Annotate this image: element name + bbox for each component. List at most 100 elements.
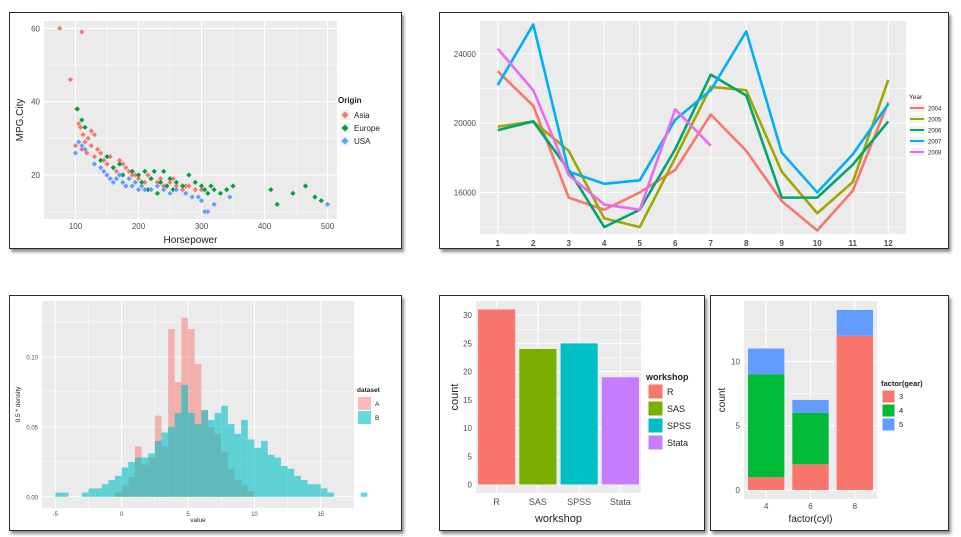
data-point-asia	[82, 139, 88, 145]
x-tick-label: 200	[132, 222, 146, 231]
legend-label: 2005	[928, 118, 942, 124]
hist-bar-B	[234, 433, 242, 497]
y-tick-label: 25	[463, 339, 472, 348]
y-tick-label: 0.05	[26, 425, 38, 431]
x-tick-label: 15	[317, 512, 324, 518]
hist-bar-B	[128, 461, 135, 497]
data-point-europe	[117, 161, 123, 167]
x-tick-label: 3	[567, 239, 572, 248]
data-point-europe	[192, 179, 198, 185]
y-tick-label: 30	[463, 311, 472, 320]
hist-bar-B	[181, 384, 189, 497]
data-point-asia	[135, 176, 142, 182]
data-point-usa	[211, 201, 217, 207]
hist-bar-B	[121, 467, 129, 497]
data-point-asia	[88, 128, 94, 134]
data-point-europe	[217, 190, 224, 196]
data-point-asia	[167, 179, 173, 185]
x-tick-label: 5	[186, 512, 190, 518]
data-point-asia	[113, 168, 120, 174]
data-point-europe	[186, 172, 192, 178]
y-tick-label: 20	[463, 368, 472, 377]
data-point-usa	[79, 143, 85, 149]
legend-swatch-r	[647, 383, 664, 400]
y-axis-title: count	[449, 384, 461, 411]
data-point-asia	[67, 77, 74, 83]
legend-label: 5	[899, 420, 903, 429]
data-point-asia	[173, 183, 179, 189]
data-point-usa	[148, 187, 154, 193]
hist-bar-B	[274, 457, 281, 497]
legend-swatch-spss	[647, 417, 664, 434]
stacked-bar-gear4	[747, 374, 785, 478]
line-card: 16000 20000 24000 1 2 3 4 5 6 7 8 9 10 11 12 Year 2004 20…	[439, 12, 949, 249]
x-axis-title: factor(cyl)	[789, 514, 833, 525]
data-point-europe	[104, 154, 110, 160]
data-point-europe	[142, 168, 148, 174]
y-tick-label: 0	[468, 481, 473, 490]
stacked-chart: 0 5 10 4 6 8 factor(cyl) count factor(gear) 3 4 5	[717, 301, 923, 525]
data-point-asia	[79, 146, 85, 152]
data-point-asia	[170, 176, 176, 182]
data-point-usa	[195, 194, 201, 200]
data-point-usa	[198, 198, 205, 204]
data-point-europe	[148, 176, 154, 182]
data-point-usa	[101, 168, 107, 174]
x-tick-label: 8	[744, 239, 749, 248]
data-point-asia	[91, 132, 98, 138]
data-point-usa	[129, 183, 135, 189]
data-point-asia	[198, 187, 205, 193]
data-point-usa	[135, 187, 142, 193]
hist-bar-B	[287, 468, 295, 497]
y-tick-label: 10	[463, 424, 472, 433]
data-point-asia	[192, 187, 198, 193]
data-point-asia	[80, 132, 86, 138]
hist-bar-B	[261, 440, 268, 497]
data-point-europe	[135, 172, 142, 178]
hist-bar-B	[115, 475, 122, 497]
hist-bar-B	[207, 419, 215, 497]
legend-swatch-gear3	[881, 389, 896, 404]
x-tick-label: 10	[251, 512, 258, 518]
bar-chart: 0 5 10 15 20 25 30 R SAS SPSS Stata workshop count wo…	[449, 301, 691, 525]
histogram-chart: 0.00 0.05 0.10 -5 0 5 10 15 value 0.5 * density da…	[15, 301, 381, 524]
y-tick-label: 40	[31, 98, 40, 107]
legend-label: 2007	[928, 140, 942, 146]
stacked-bar-gear3	[836, 335, 874, 490]
bar-r	[478, 309, 516, 485]
hist-bar-B	[294, 475, 301, 497]
hist-bar-B	[360, 492, 368, 497]
scatter-chart: 20 40 60 100 200 300 400 500 Horsepower MPG.City O…	[15, 21, 380, 246]
legend-label: SAS	[667, 404, 685, 414]
data-point-asia	[98, 150, 104, 156]
data-point-asia	[107, 154, 113, 160]
y-tick-label: 24000	[454, 50, 477, 59]
x-tick-label: -5	[53, 512, 59, 518]
data-point-usa	[110, 179, 116, 185]
bar-sas	[519, 349, 557, 485]
data-point-asia	[117, 157, 123, 163]
x-tick-label: 500	[321, 222, 335, 231]
data-point-asia	[76, 121, 82, 127]
hist-bar-B	[254, 447, 262, 497]
data-point-europe	[180, 183, 186, 189]
series-line-2008	[496, 47, 712, 212]
y-axis-title: MPG.City	[15, 99, 26, 142]
data-point-europe	[74, 106, 80, 112]
legend-label: Stata	[667, 438, 688, 448]
hist-bar-B	[201, 410, 208, 497]
data-point-asia	[91, 154, 98, 160]
legend-label: B	[375, 415, 379, 422]
legend-title: factor(gear)	[881, 379, 923, 388]
stacked-bar-gear4	[792, 412, 829, 465]
hist-bar-B	[108, 480, 116, 497]
x-tick-label: 11	[849, 239, 858, 248]
x-tick-label: 300	[195, 222, 209, 231]
data-point-europe	[145, 187, 151, 193]
data-point-asia	[72, 143, 79, 149]
legend-swatch-A	[358, 397, 371, 410]
hist-bar-B	[134, 457, 142, 497]
bar-stata	[601, 377, 639, 485]
data-point-europe	[98, 157, 104, 163]
legend-swatch-usa	[341, 137, 349, 145]
